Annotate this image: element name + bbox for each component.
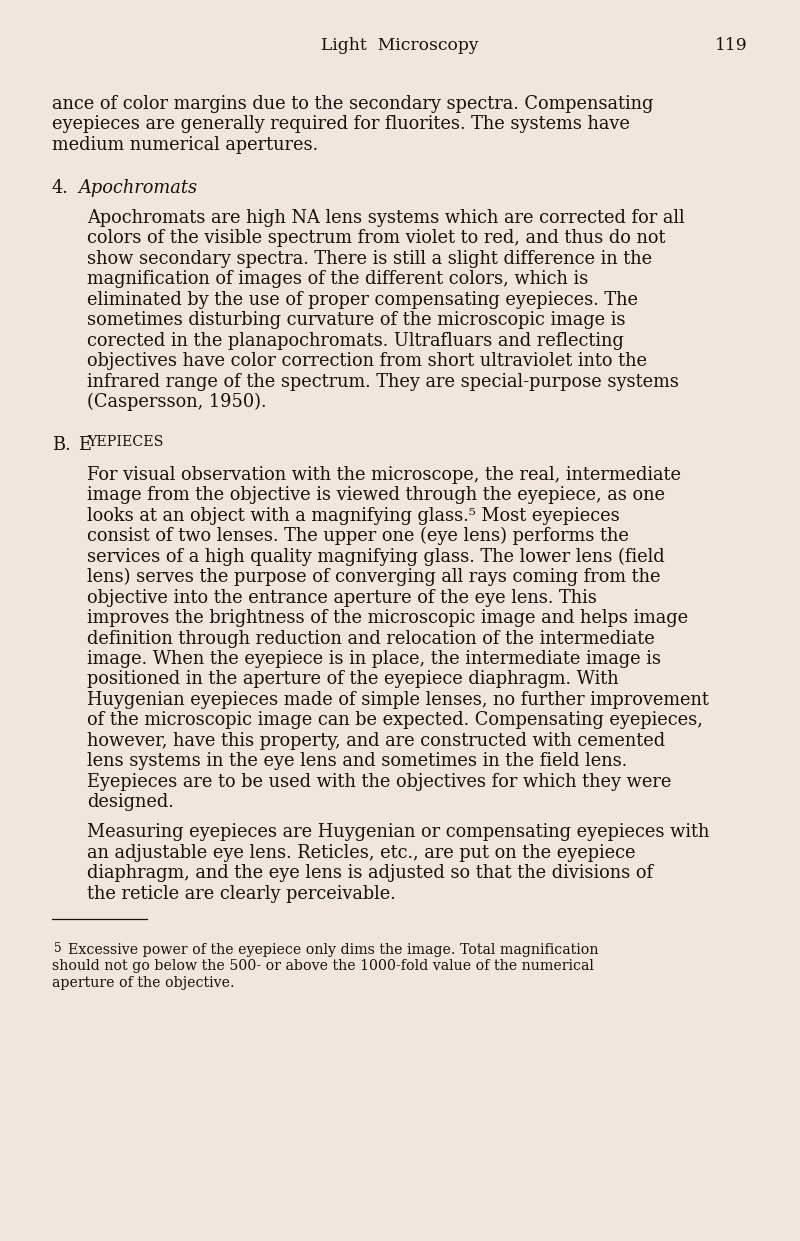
Text: YEPIECES: YEPIECES [87, 436, 164, 449]
Text: Light  Microscopy: Light Microscopy [322, 37, 478, 55]
Text: objectives have color correction from short ultraviolet into the: objectives have color correction from sh… [87, 352, 647, 370]
Text: image from the objective is viewed through the eyepiece, as one: image from the objective is viewed throu… [87, 486, 665, 504]
Text: positioned in the aperture of the eyepiece diaphragm. With: positioned in the aperture of the eyepie… [87, 670, 618, 689]
Text: For visual observation with the microscope, the real, intermediate: For visual observation with the microsco… [87, 465, 681, 484]
Text: 119: 119 [715, 37, 748, 55]
Text: the reticle are clearly perceivable.: the reticle are clearly perceivable. [87, 885, 396, 902]
Text: ance of color margins due to the secondary spectra. Compensating: ance of color margins due to the seconda… [52, 96, 654, 113]
Text: lens systems in the eye lens and sometimes in the field lens.: lens systems in the eye lens and sometim… [87, 752, 627, 771]
Text: lens) serves the purpose of converging all rays coming from the: lens) serves the purpose of converging a… [87, 568, 661, 586]
Text: looks at an object with a magnifying glass.⁵ Most eyepieces: looks at an object with a magnifying gla… [87, 506, 620, 525]
Text: objective into the entrance aperture of the eye lens. This: objective into the entrance aperture of … [87, 588, 597, 607]
Text: Measuring eyepieces are Huygenian or compensating eyepieces with: Measuring eyepieces are Huygenian or com… [87, 823, 710, 841]
Text: should not go below the 500- or above the 1000-fold value of the numerical: should not go below the 500- or above th… [52, 959, 594, 973]
Text: eyepieces are generally required for fluorites. The systems have: eyepieces are generally required for flu… [52, 115, 630, 134]
Text: consist of two lenses. The upper one (eye lens) performs the: consist of two lenses. The upper one (ey… [87, 527, 629, 545]
Text: Apochromats: Apochromats [78, 179, 197, 197]
Text: diaphragm, and the eye lens is adjusted so that the divisions of: diaphragm, and the eye lens is adjusted … [87, 864, 653, 882]
Text: B.: B. [52, 436, 70, 454]
Text: E: E [78, 436, 91, 454]
Text: designed.: designed. [87, 793, 174, 812]
Text: Huygenian eyepieces made of simple lenses, no further improvement: Huygenian eyepieces made of simple lense… [87, 691, 709, 709]
Text: 5: 5 [54, 942, 62, 954]
Text: services of a high quality magnifying glass. The lower lens (field: services of a high quality magnifying gl… [87, 547, 665, 566]
Text: medium numerical apertures.: medium numerical apertures. [52, 137, 318, 154]
Text: Eyepieces are to be used with the objectives for which they were: Eyepieces are to be used with the object… [87, 773, 671, 791]
Text: (Caspersson, 1950).: (Caspersson, 1950). [87, 393, 266, 411]
Text: corected in the planapochromats. Ultrafluars and reflecting: corected in the planapochromats. Ultrafl… [87, 331, 624, 350]
Text: sometimes disturbing curvature of the microscopic image is: sometimes disturbing curvature of the mi… [87, 311, 626, 329]
Text: however, have this property, and are constructed with cemented: however, have this property, and are con… [87, 732, 665, 750]
Text: definition through reduction and relocation of the intermediate: definition through reduction and relocat… [87, 629, 654, 648]
Text: an adjustable eye lens. Reticles, etc., are put on the eyepiece: an adjustable eye lens. Reticles, etc., … [87, 844, 635, 861]
Text: Apochromats are high NA lens systems which are corrected for all: Apochromats are high NA lens systems whi… [87, 208, 685, 227]
Text: aperture of the objective.: aperture of the objective. [52, 975, 234, 989]
Text: eliminated by the use of proper compensating eyepieces. The: eliminated by the use of proper compensa… [87, 290, 638, 309]
Text: infrared range of the spectrum. They are special-purpose systems: infrared range of the spectrum. They are… [87, 372, 679, 391]
Text: improves the brightness of the microscopic image and helps image: improves the brightness of the microscop… [87, 609, 688, 627]
Text: magnification of images of the different colors, which is: magnification of images of the different… [87, 271, 588, 288]
Text: colors of the visible spectrum from violet to red, and thus do not: colors of the visible spectrum from viol… [87, 230, 666, 247]
Text: 4.: 4. [52, 179, 69, 197]
Text: image. When the eyepiece is in place, the intermediate image is: image. When the eyepiece is in place, th… [87, 650, 661, 668]
Text: Excessive power of the eyepiece only dims the image. Total magnification: Excessive power of the eyepiece only dim… [68, 943, 598, 957]
Text: of the microscopic image can be expected. Compensating eyepieces,: of the microscopic image can be expected… [87, 711, 703, 730]
Text: show secondary spectra. There is still a slight difference in the: show secondary spectra. There is still a… [87, 249, 652, 268]
